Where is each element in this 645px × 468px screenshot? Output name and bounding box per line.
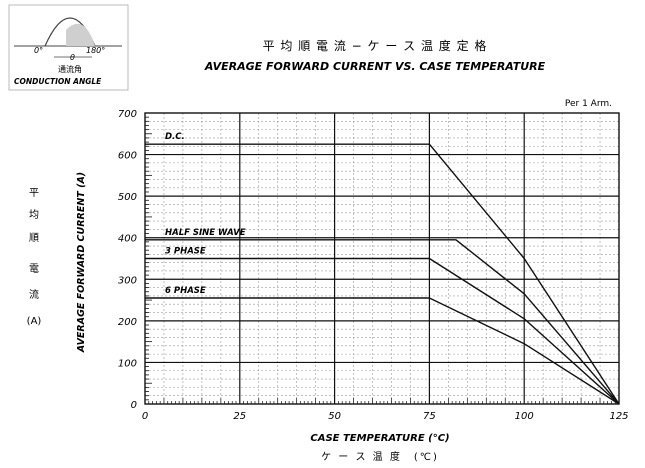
y-axis-label-jp: 平 均 順 電 流 (A) xyxy=(27,188,42,327)
y-label-jp-1: 均 xyxy=(29,209,39,221)
inset-frame xyxy=(8,4,129,91)
y-tick-label: 200 xyxy=(118,317,137,328)
inset-label-theta: θ xyxy=(70,53,75,62)
x-tick-label: 75 xyxy=(423,411,436,422)
series-line-3 xyxy=(145,297,620,405)
x-axis-title-jp: ケ ー ス 温 度 (℃) xyxy=(321,450,439,463)
x-tick-label: 100 xyxy=(515,411,534,422)
series-label-0: D.C. xyxy=(165,132,185,142)
chart-title: AVERAGE FORWARD CURRENT VS. CASE TEMPERA… xyxy=(204,60,546,73)
y-tick-label: 400 xyxy=(118,234,137,245)
y-tick-label: 500 xyxy=(118,192,137,203)
y-label-jp-2: 順 xyxy=(29,232,39,244)
inset-caption-jp: 通流角 xyxy=(58,64,82,74)
inset-label-0: 0° xyxy=(34,46,43,55)
x-axis-title: CASE TEMPERATURE (°C) xyxy=(310,433,449,444)
y-label-jp-0: 平 xyxy=(29,188,39,199)
series-line-0 xyxy=(145,143,620,405)
plot-frame xyxy=(144,112,620,405)
conduction-angle-inset: 0° θ 180° 通流角 CONDUCTION ANGLE xyxy=(8,4,129,91)
inset-caption: CONDUCTION ANGLE xyxy=(14,77,102,86)
y-label-jp-4: 流 xyxy=(29,288,39,301)
series-line-1 xyxy=(145,239,620,405)
x-tick-label: 25 xyxy=(233,411,246,422)
axis-ticks xyxy=(145,116,616,404)
y-tick-labels: 0 100 200 300 400 500 600 700 xyxy=(118,109,137,411)
series-lines xyxy=(145,143,620,405)
series-line-2 xyxy=(145,257,620,405)
y-tick-label: 300 xyxy=(118,275,137,286)
y-tick-label: 100 xyxy=(118,358,137,369)
y-tick-label: 0 xyxy=(131,400,137,411)
y-tick-label: 700 xyxy=(118,109,137,120)
chart-note: Per 1 Arm. xyxy=(565,99,612,109)
x-tick-labels: 0 25 50 75 100 125 xyxy=(142,411,629,422)
inset-label-180: 180° xyxy=(86,46,105,55)
x-tick-label: 125 xyxy=(609,411,628,422)
y-tick-label: 600 xyxy=(118,151,137,162)
y-label-jp-5: (A) xyxy=(27,316,42,327)
chart-title-jp: 平 均 順 電 流 − ケ ー ス 温 度 定 格 xyxy=(263,38,488,53)
y-axis-title: AVERAGE FORWARD CURRENT (A) xyxy=(76,172,87,353)
x-tick-label: 50 xyxy=(328,411,341,422)
inset-shaded-area xyxy=(66,23,95,46)
series-label-3: 6 PHASE xyxy=(165,286,206,296)
series-label-1: HALF SINE WAVE xyxy=(165,228,246,238)
major-grid xyxy=(145,113,619,404)
x-tick-label: 0 xyxy=(142,411,148,422)
series-labels: D.C. HALF SINE WAVE 3 PHASE 6 PHASE xyxy=(165,132,246,296)
series-label-2: 3 PHASE xyxy=(165,247,206,257)
y-label-jp-3: 電 xyxy=(29,263,39,275)
